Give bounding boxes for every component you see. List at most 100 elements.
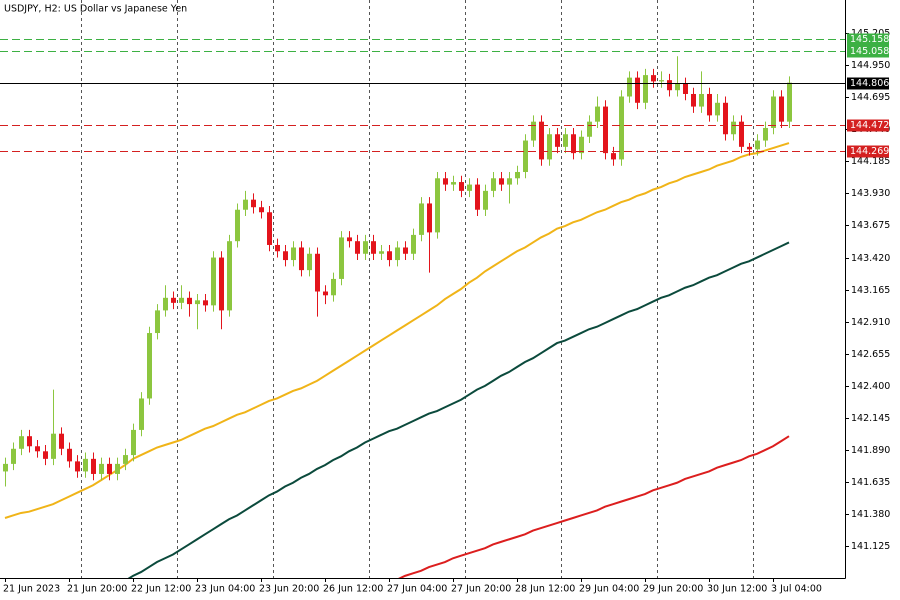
x-tick-label: 28 Jun 12:00 [515,584,575,595]
price-level-tag [847,45,889,58]
candle-body [531,121,536,141]
y-tick-label: 142.655 [851,349,890,360]
candle-body [35,446,40,452]
candle-body [147,333,152,399]
candle-body [587,121,592,137]
candle-body [651,75,656,82]
candle-body [91,458,96,474]
candle-body [443,178,448,185]
candle-body [75,461,80,472]
candle-body [235,209,240,242]
candle-body [179,297,184,303]
candle-body [203,300,208,306]
candle-body [331,278,336,296]
candle-body [219,257,224,311]
candle-body [747,146,752,150]
candle-body [395,247,400,261]
candle-body [579,136,584,154]
candle-body [347,237,352,242]
x-tick-label: 29 Jun 20:00 [643,584,703,595]
candle-body [731,121,736,135]
candle-body [427,203,432,233]
candle-body [691,93,696,107]
candle-body [675,83,680,91]
candle-body [763,127,768,141]
candle-body [211,257,216,306]
candle-body [699,93,704,107]
candle-body [643,75,648,103]
candle-body [155,310,160,334]
y-tick-label: 142.910 [851,317,890,328]
candle-body [619,96,624,160]
x-tick-label: 21 Jun 20:00 [67,584,127,595]
candle-body [19,436,24,449]
price-level-tag [847,145,889,158]
candle-body [107,463,112,474]
candle-body [515,171,520,179]
candle-body [3,463,8,472]
candle-body [739,121,744,147]
y-tick-label: 141.380 [851,509,890,520]
candle-body [547,134,552,160]
price-level-label: 144.472 [850,120,889,131]
candle-body [635,77,640,103]
candle-body [51,433,56,459]
candle-body [787,82,792,122]
candle-body [43,451,48,459]
x-tick-label: 29 Jun 04:00 [579,584,639,595]
plot-area [0,39,845,578]
candle-body [483,190,488,210]
y-tick-label: 144.695 [851,92,890,103]
price-level-label: 144.269 [850,146,889,157]
x-tick-label: 27 Jun 04:00 [387,584,447,595]
y-tick-label: 141.890 [851,445,890,456]
candle-body [523,140,528,172]
candle-body [539,121,544,160]
candle-body [491,178,496,191]
price-level-label: 145.058 [850,46,889,57]
candle-body [755,140,760,150]
candle-body [387,251,392,261]
candle-body [339,237,344,279]
candle-body [371,241,376,254]
candle-body [563,134,568,147]
candle-body [291,247,296,261]
y-tick-label: 144.950 [851,60,890,71]
price-level-tag [847,77,889,90]
candle-body [771,96,776,128]
candle-body [627,77,632,97]
candle-body [667,80,672,91]
candle-body [611,153,616,160]
candle-body [603,106,608,154]
candle-body [259,207,264,213]
candle-body [131,429,136,456]
candle-body [227,241,232,311]
candle-body [435,178,440,233]
candle-body [163,297,168,311]
candle-body [779,96,784,122]
candle-body [467,184,472,191]
candle-body [419,203,424,235]
candle-body [251,199,256,208]
x-tick-label: 3 Jul 04:00 [771,584,822,595]
candle-body [299,247,304,271]
y-tick-label: 141.635 [851,477,890,488]
candle-body [451,182,456,185]
moving-average [4,142,790,519]
candle-body [67,448,72,462]
candle-body [683,83,688,94]
moving-average [398,435,790,578]
candle-body [507,178,512,185]
candle-body [83,458,88,472]
axes: 141.125 141.380 141.635 141.890 142.145 142.4… [3,28,890,595]
candle-body [11,448,16,464]
candle-body [723,102,728,135]
y-tick-label: 143.420 [851,253,890,264]
candle-body [707,93,712,116]
candle-body [595,106,600,122]
candle-body [355,241,360,254]
candle-body [411,234,416,254]
candle-body [459,182,464,191]
price-level-tag [847,33,889,46]
